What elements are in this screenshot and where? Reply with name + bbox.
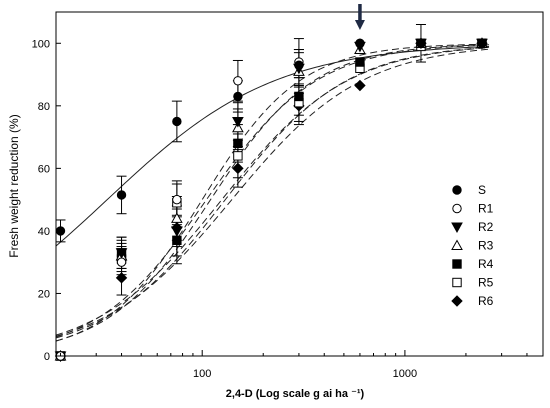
- point-s: [116, 190, 127, 200]
- arrow-head: [354, 20, 365, 30]
- point-r3: [171, 212, 183, 223]
- y-tick-label: 20: [38, 288, 50, 300]
- point-r4: [172, 235, 182, 245]
- point-s: [416, 38, 426, 48]
- y-tick-label: 60: [38, 163, 50, 175]
- point-r4: [355, 57, 365, 67]
- legend-item-s: S: [452, 183, 486, 197]
- legend-marker-r3: [451, 239, 463, 250]
- legend-item-r5: R5: [452, 276, 494, 290]
- point-r6: [232, 162, 244, 175]
- legend-marker-s: [452, 185, 462, 195]
- legend-label: R3: [478, 239, 494, 253]
- legend-marker-r5: [452, 277, 462, 288]
- point-r4: [294, 91, 304, 102]
- point-r1: [233, 76, 243, 86]
- legend-marker-r6: [451, 295, 463, 307]
- legend-label: R1: [478, 202, 494, 216]
- plot-frame: [55, 11, 544, 357]
- legend-marker-r2: [451, 222, 463, 234]
- fit-curve-r5: [55, 47, 490, 336]
- y-axis-title: Fresh weight reduction (%): [7, 114, 21, 257]
- point-r2: [171, 226, 183, 237]
- point-s: [172, 116, 182, 127]
- point-s: [233, 91, 243, 102]
- legend: S R1 R2 R3 R4 R5 R6: [451, 183, 494, 308]
- legend-marker-r4: [452, 259, 462, 269]
- y-tick-label: 100: [32, 38, 50, 50]
- x-axis-title: 2,4-D (Log scale g ai ha ⁻¹): [226, 388, 365, 400]
- axes: 0 20 40 60 80 100 100 1000: [32, 11, 544, 380]
- data-points: [54, 37, 488, 363]
- point-s: [294, 60, 304, 70]
- point-r4: [233, 138, 243, 149]
- x-tick-label: 100: [193, 368, 211, 380]
- legend-label: R6: [478, 294, 494, 308]
- legend-item-r3: R3: [451, 239, 494, 253]
- legend-label: R2: [478, 220, 494, 234]
- point-r6: [115, 272, 128, 284]
- legend-item-r2: R2: [451, 220, 494, 234]
- legend-item-r1: R1: [452, 202, 494, 216]
- fit-curve-s: [55, 46, 490, 247]
- legend-label: R4: [478, 257, 494, 271]
- arrow-marker: [354, 4, 365, 30]
- point-r6: [354, 79, 366, 92]
- point-s: [477, 38, 487, 48]
- point-r2: [115, 248, 128, 259]
- legend-marker-r1: [452, 203, 462, 214]
- legend-label: S: [478, 183, 486, 197]
- point-r1: [172, 194, 182, 205]
- point-r1: [116, 257, 127, 267]
- y-tick-label: 40: [38, 226, 50, 238]
- x-tick-label: 1000: [393, 368, 417, 380]
- y-tick-label: 0: [44, 351, 50, 363]
- y-tick-label: 80: [38, 101, 50, 113]
- legend-item-r4: R4: [452, 257, 494, 271]
- point-r5: [233, 151, 243, 161]
- point-r2: [232, 116, 244, 128]
- legend-label: R5: [478, 276, 494, 290]
- legend-item-r6: R6: [451, 294, 494, 308]
- fit-curve-r6: [55, 48, 490, 337]
- point-s: [355, 38, 365, 48]
